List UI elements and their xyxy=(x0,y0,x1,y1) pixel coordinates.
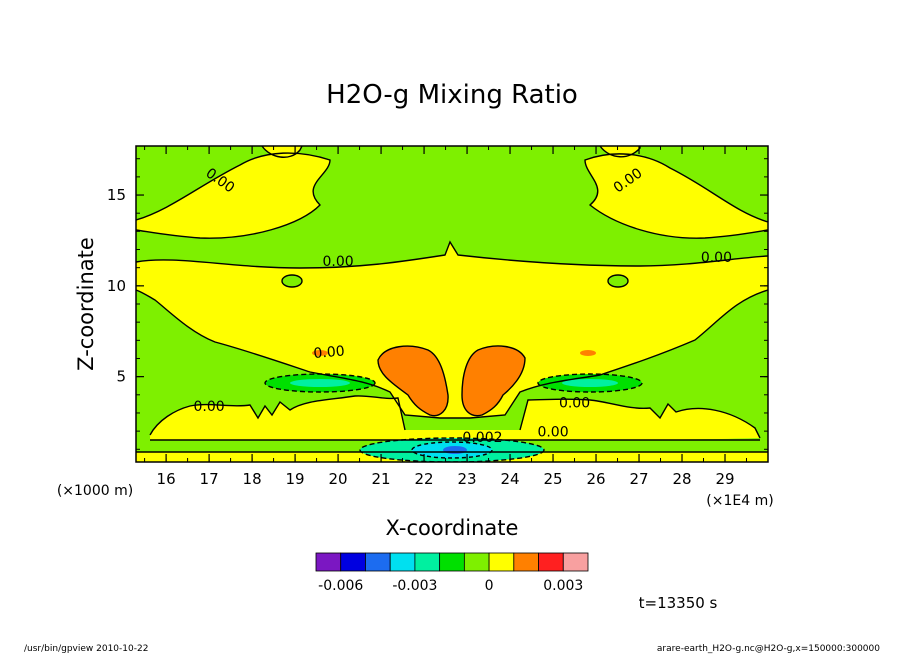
x-unit-label: (×1E4 m) xyxy=(706,493,773,509)
contour-field: 0.000.000.000.000.000.00 0.00-0.002 0.00 xyxy=(136,146,768,462)
contour-label: 0.00 xyxy=(313,343,345,362)
y-tick-label: 10 xyxy=(107,277,126,295)
y-tick-label: 5 xyxy=(116,368,126,386)
right-negative-lens-core xyxy=(562,379,618,387)
colorbar-tick-label: 0.003 xyxy=(543,578,583,594)
colorbar-swatch xyxy=(389,552,416,572)
x-tick-label: 18 xyxy=(243,470,262,488)
x-axis-label: X-coordinate xyxy=(386,516,519,540)
time-label: t=13350 s xyxy=(639,594,718,612)
contour-label: 0.00 xyxy=(194,399,225,415)
colorbar-swatch xyxy=(414,552,441,572)
colorbar-swatch xyxy=(365,552,391,572)
footer-right: arare-earth_H2O-g.nc@H2O-g,x=150000:3000… xyxy=(657,644,880,654)
y-unit-label: (×1000 m) xyxy=(57,483,133,499)
footer-left: /usr/bin/gpview 2010-10-22 xyxy=(24,644,148,654)
contour-label: 0.00 xyxy=(701,250,732,266)
small-orange-left xyxy=(312,350,328,356)
y-axis-label: Z-coordinate xyxy=(74,237,98,371)
x-tick-label: 23 xyxy=(458,470,477,488)
colorbar xyxy=(315,552,589,572)
contour-lines xyxy=(136,146,768,462)
x-tick-label: 24 xyxy=(500,470,519,488)
contour-label: 0.00 xyxy=(559,396,590,412)
x-tick-label: 20 xyxy=(329,470,348,488)
colorbar-swatch xyxy=(562,552,589,572)
left-orange-plume xyxy=(378,346,449,416)
colorbar-swatch xyxy=(439,552,465,572)
x-tick-label: 26 xyxy=(586,470,605,488)
contour-label: 0.00 xyxy=(322,254,353,270)
x-tick-label: 28 xyxy=(672,470,691,488)
contour-label: -0.002 xyxy=(457,430,502,446)
small-orange-right xyxy=(580,350,596,356)
upper-left-yellow-region xyxy=(136,153,330,239)
y-tick-label: 15 xyxy=(107,186,126,204)
x-tick-label: 22 xyxy=(415,470,434,488)
colorbar-swatch xyxy=(513,552,539,572)
x-tick-label: 16 xyxy=(157,470,176,488)
colorbar-swatch xyxy=(538,552,564,572)
colorbar-tick-label: 0 xyxy=(485,578,494,594)
x-tick-label: 17 xyxy=(200,470,219,488)
right-green-island xyxy=(608,275,628,287)
colorbar-tick-label: -0.006 xyxy=(318,578,363,594)
colorbar-tick-label: -0.003 xyxy=(392,578,437,594)
colorbar-swatch xyxy=(315,552,342,572)
contour-label: 0.00 xyxy=(537,425,568,441)
x-tick-label: 25 xyxy=(543,470,562,488)
x-tick-label: 19 xyxy=(286,470,305,488)
chart-title: H2O-g Mixing Ratio xyxy=(326,80,578,110)
upper-right-yellow-region xyxy=(585,153,768,239)
x-axis: 16 17 18 19 20 21 22 23 24 25 26 27 28 29 xyxy=(144,146,748,488)
left-negative-lens-core xyxy=(290,379,350,387)
x-tick-label: 27 xyxy=(629,470,648,488)
x-tick-label: 21 xyxy=(372,470,391,488)
colorbar-swatch xyxy=(488,552,515,572)
y-axis: 5 10 15 xyxy=(107,158,768,450)
colorbar-swatch xyxy=(340,552,366,572)
colorbar-swatch xyxy=(463,552,490,572)
x-tick-label: 29 xyxy=(715,470,734,488)
colorbar-labels: -0.006 -0.003 0 0.003 xyxy=(318,578,583,594)
bottom-negative-center xyxy=(443,446,467,454)
right-orange-plume xyxy=(462,346,525,416)
left-green-island xyxy=(282,275,302,287)
lower-yellow-band xyxy=(150,395,760,440)
